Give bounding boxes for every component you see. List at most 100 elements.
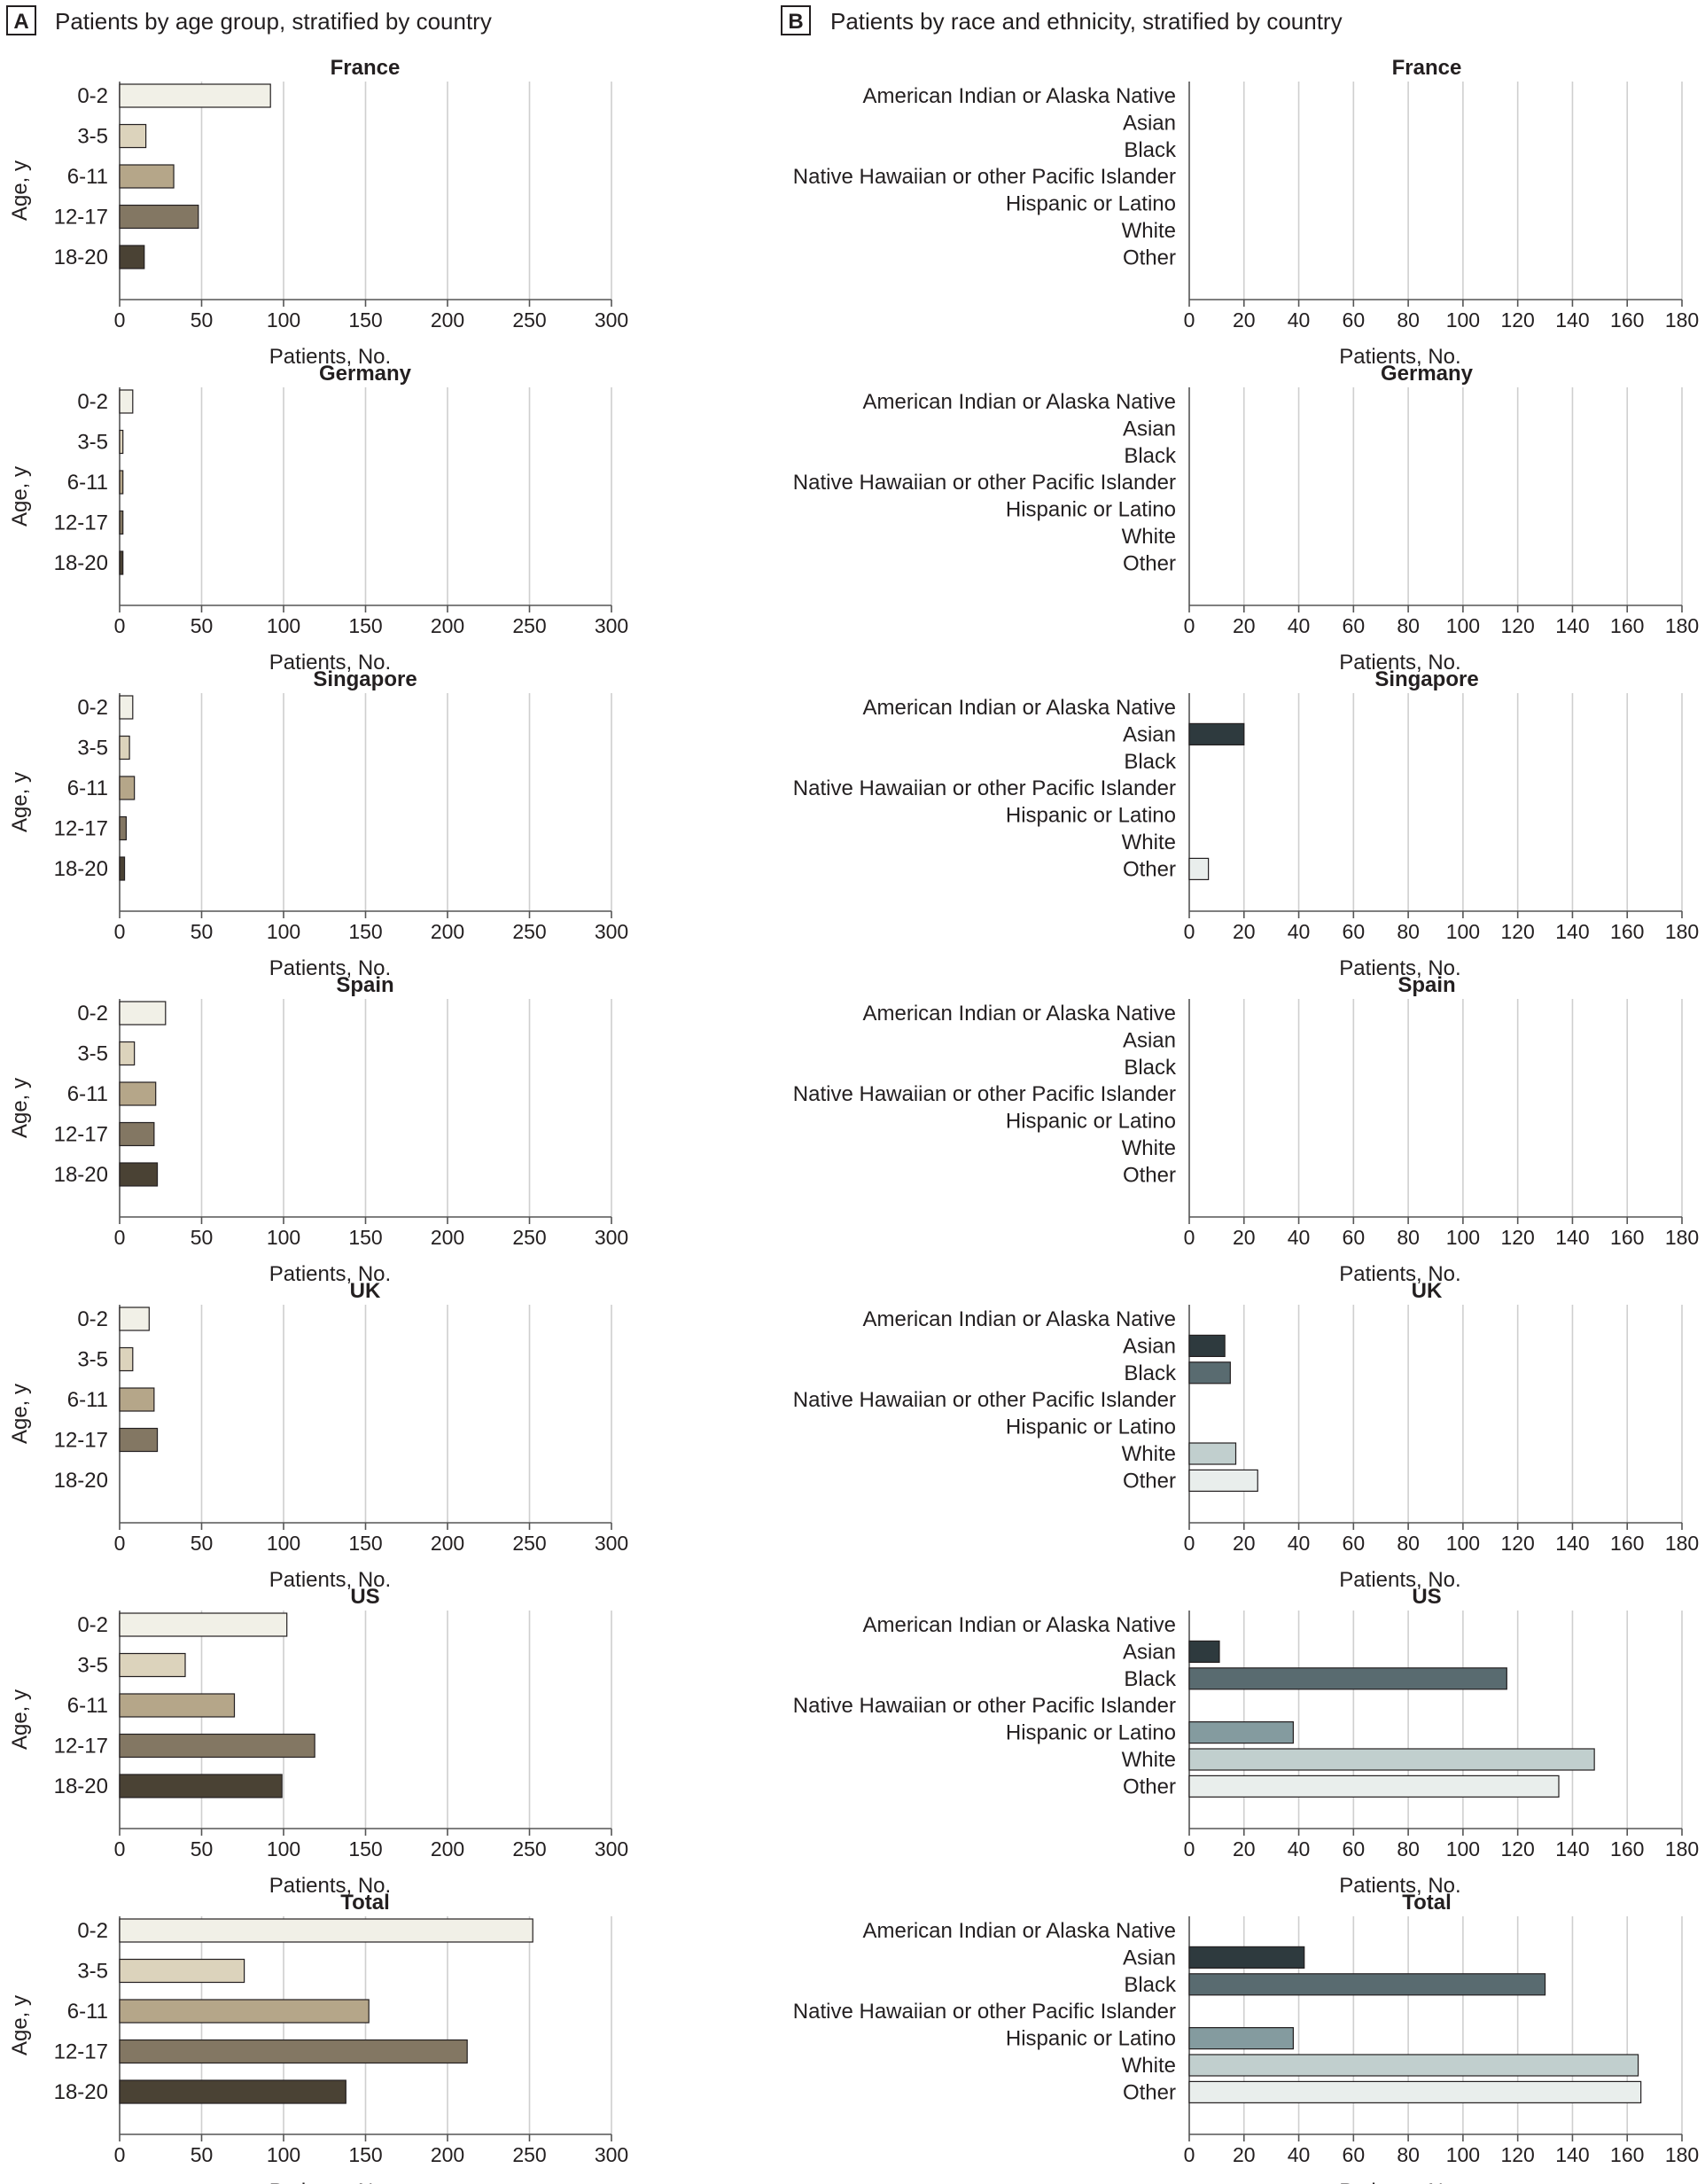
category-label: 6-11 xyxy=(67,1694,108,1718)
x-tick-label: 80 xyxy=(1397,614,1420,637)
x-tick-label: 40 xyxy=(1288,308,1311,332)
x-tick-label: 0 xyxy=(1184,1837,1195,1860)
category-label: American Indian or Alaska Native xyxy=(862,390,1176,414)
category-label: 18-20 xyxy=(54,1469,108,1493)
category-label: 12-17 xyxy=(54,1429,108,1453)
x-tick-label: 180 xyxy=(1665,308,1699,332)
bar-total-white xyxy=(1188,2054,1639,2077)
x-tick-label: 100 xyxy=(267,2143,300,2166)
x-tick-label: 140 xyxy=(1555,614,1589,637)
category-label: Hispanic or Latino xyxy=(1006,804,1176,828)
x-tick-label: 200 xyxy=(431,1226,464,1249)
x-tick-label: 100 xyxy=(1446,1837,1480,1860)
x-tick-label: 300 xyxy=(595,1837,628,1860)
bar-uk-other xyxy=(1188,1469,1258,1493)
y-axis-title: Age, y xyxy=(8,466,32,526)
x-tick-label: 100 xyxy=(1446,308,1480,332)
bar-uk-black xyxy=(1188,1361,1231,1384)
category-label: 6-11 xyxy=(67,1388,108,1412)
bar-spain-6-11 xyxy=(119,1081,157,1106)
subplot-title: Singapore xyxy=(1374,667,1478,691)
panel-a-letter-box xyxy=(6,5,36,35)
category-label: 12-17 xyxy=(54,2040,108,2064)
bar-germany-6-11 xyxy=(119,470,124,495)
x-tick-label: 150 xyxy=(348,2143,382,2166)
subplot-germany: Germany 0 50 100 150 200 250 300 Patients, No. Ag… xyxy=(8,362,628,675)
x-tick-label: 80 xyxy=(1397,920,1420,943)
panel-b-title: Patients by race and ethnicity, stratifi… xyxy=(830,8,1343,35)
category-label: Other xyxy=(1123,2080,1176,2104)
category-label: 6-11 xyxy=(67,165,108,189)
x-tick-label: 80 xyxy=(1397,308,1420,332)
x-tick-label: 250 xyxy=(512,614,546,637)
category-label: Native Hawaiian or other Pacific Islande… xyxy=(793,1694,1176,1718)
category-label: Hispanic or Latino xyxy=(1006,1416,1176,1439)
panel-b: France 0 20 40 60 80 100 120 140 160 180 Patients, … xyxy=(793,56,1699,2184)
x-tick-label: 160 xyxy=(1610,2143,1644,2166)
category-label: 3-5 xyxy=(77,1960,108,1984)
bar-germany-3-5 xyxy=(119,429,124,455)
bar-singapore-other xyxy=(1188,857,1210,881)
bar-total-3-5 xyxy=(119,1958,245,1984)
x-tick-label: 300 xyxy=(595,1226,628,1249)
category-label: Native Hawaiian or other Pacific Islande… xyxy=(793,776,1176,800)
y-axis-title: Age, y xyxy=(8,772,32,832)
panel-b-header: B Patients by race and ethnicity, strati… xyxy=(781,5,1343,35)
category-label: 3-5 xyxy=(77,431,108,455)
category-label: White xyxy=(1122,1748,1176,1772)
x-tick-label: 0 xyxy=(114,308,126,332)
x-tick-label: 140 xyxy=(1555,1226,1589,1249)
x-tick-label: 60 xyxy=(1343,920,1366,943)
category-label: Native Hawaiian or other Pacific Islande… xyxy=(793,471,1176,495)
x-tick-label: 50 xyxy=(191,1532,214,1555)
category-label: 18-20 xyxy=(54,1163,108,1187)
x-tick-label: 300 xyxy=(595,920,628,943)
category-label: Asian xyxy=(1123,1640,1176,1664)
x-tick-label: 60 xyxy=(1343,614,1366,637)
x-axis-title: Patients, No. xyxy=(269,345,391,369)
x-tick-label: 0 xyxy=(114,920,126,943)
x-axis-title: Patients, No. xyxy=(269,1262,391,1286)
x-tick-label: 200 xyxy=(431,308,464,332)
bar-singapore-0-2 xyxy=(119,695,134,720)
x-tick-label: 100 xyxy=(267,1226,300,1249)
x-tick-label: 60 xyxy=(1343,2143,1366,2166)
subplot-title: US xyxy=(1412,1585,1441,1609)
x-tick-label: 100 xyxy=(1446,614,1480,637)
bar-germany-12-17 xyxy=(119,510,124,535)
x-tick-label: 0 xyxy=(1184,2143,1195,2166)
x-tick-label: 200 xyxy=(431,920,464,943)
bar-spain-3-5 xyxy=(119,1041,136,1066)
x-tick-label: 140 xyxy=(1555,1532,1589,1555)
bar-total-hispanic-or-latino xyxy=(1188,2027,1294,2050)
bar-total-18-20 xyxy=(119,2079,346,2104)
x-tick-label: 40 xyxy=(1288,920,1311,943)
subplot-total: Total 0 20 40 60 80 100 120 140 160 180 Patients, N… xyxy=(793,1891,1699,2184)
x-tick-label: 140 xyxy=(1555,308,1589,332)
x-tick-label: 0 xyxy=(114,1837,126,1860)
category-label: 3-5 xyxy=(77,1042,108,1066)
x-tick-label: 250 xyxy=(512,920,546,943)
x-tick-label: 100 xyxy=(1446,2143,1480,2166)
x-tick-label: 150 xyxy=(348,614,382,637)
x-tick-label: 250 xyxy=(512,308,546,332)
x-tick-label: 150 xyxy=(348,1226,382,1249)
category-label: 0-2 xyxy=(77,1919,108,1943)
bar-france-18-20 xyxy=(119,245,145,269)
subplot-title: UK xyxy=(350,1279,381,1303)
category-label: 0-2 xyxy=(77,1613,108,1637)
x-tick-label: 140 xyxy=(1555,920,1589,943)
panel-b-letter: B xyxy=(788,10,803,34)
bar-france-12-17 xyxy=(119,204,199,230)
x-tick-label: 200 xyxy=(431,614,464,637)
category-label: Native Hawaiian or other Pacific Islande… xyxy=(793,1388,1176,1412)
category-label: 3-5 xyxy=(77,737,108,760)
x-tick-label: 20 xyxy=(1233,1226,1256,1249)
y-axis-title: Age, y xyxy=(8,1995,32,2055)
x-tick-label: 160 xyxy=(1610,1837,1644,1860)
subplot-title: France xyxy=(331,56,401,80)
bar-france-6-11 xyxy=(119,164,175,189)
x-tick-label: 120 xyxy=(1500,1532,1534,1555)
x-tick-label: 50 xyxy=(191,1837,214,1860)
x-tick-label: 20 xyxy=(1233,1837,1256,1860)
